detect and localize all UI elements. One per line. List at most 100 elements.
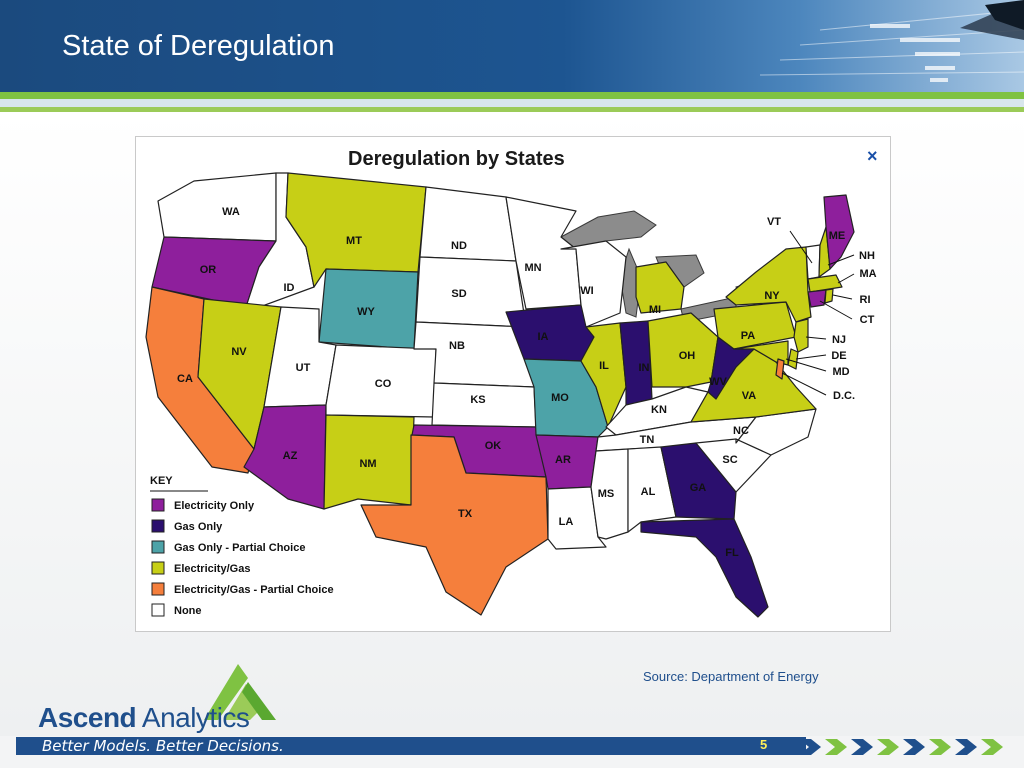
state-label: VA (742, 390, 757, 402)
state-label: AR (555, 454, 571, 466)
state-label: IA (538, 331, 549, 343)
state-ma[interactable] (807, 274, 843, 293)
header-accent-band (0, 92, 1024, 99)
state-label: VT (767, 216, 781, 228)
state-label: CA (177, 373, 193, 385)
legend-item-elec: Electricity Only (151, 498, 255, 512)
state-label: FL (725, 547, 739, 559)
deregulation-map-figure: Deregulation by States × (135, 136, 891, 632)
legend-item-none: None (151, 603, 202, 617)
legend-label: Electricity Only (174, 500, 255, 512)
state-label: MI (649, 304, 661, 316)
state-label: KS (470, 394, 485, 406)
legend-item-gaspc: Gas Only - Partial Choice (151, 540, 305, 554)
state-label: MO (551, 392, 569, 404)
state-label: ND (451, 240, 467, 252)
legend-swatch (151, 561, 165, 575)
state-label: CT (860, 314, 875, 326)
chevron-icon (903, 739, 925, 755)
header-accent-band-lower (0, 107, 1024, 112)
state-label: SD (451, 288, 466, 300)
state-tx[interactable] (360, 434, 549, 616)
state-label: MS (598, 488, 615, 500)
legend-item-elecgaspc: Electricity/Gas - Partial Choice (151, 582, 334, 596)
state-nj[interactable] (793, 318, 809, 353)
state-fl[interactable] (640, 518, 769, 618)
state-label: TX (458, 508, 473, 520)
state-dc[interactable] (775, 358, 785, 380)
state-label: NH (859, 250, 875, 262)
state-label: OH (679, 350, 696, 362)
state-vt[interactable] (805, 244, 821, 280)
state-label: MN (524, 262, 541, 274)
us-deregulation-map: Deregulation by States × (145, 146, 878, 618)
chevron-icon (929, 739, 951, 755)
brand-tagline: Better Models. Better Decisions. (42, 737, 284, 755)
state-label: CO (375, 378, 392, 390)
state-wa[interactable] (157, 172, 277, 242)
legend-swatch (151, 582, 165, 596)
state-label: NV (231, 346, 247, 358)
legend-item-elecgas: Electricity/Gas (151, 561, 250, 575)
state-label: UT (296, 362, 311, 374)
state-label: DE (831, 350, 846, 362)
legend-swatch (151, 540, 165, 554)
state-label-layer: WA OR CA ID NV MT WY UT AZ CO NM ND SD N… (177, 206, 877, 559)
header-decoration (759, 0, 1024, 82)
state-label: IL (599, 360, 609, 372)
state-label: WA (222, 206, 240, 218)
legend-label: None (174, 605, 202, 617)
state-label: AL (641, 486, 656, 498)
map-legend: KEY Electricity Only Gas Only Gas Only - P… (150, 475, 334, 617)
legend-swatch (151, 519, 165, 533)
state-label: LA (559, 516, 574, 528)
state-label: RI (860, 294, 871, 306)
ascend-logo-mark (204, 664, 276, 720)
state-label: NC (733, 425, 749, 437)
state-label: D.C. (833, 390, 855, 402)
state-label: KN (651, 404, 667, 416)
state-label: MD (832, 366, 849, 378)
chevron-icon (981, 739, 1003, 755)
label-leader-lines (781, 230, 855, 396)
state-ct[interactable] (807, 289, 827, 308)
state-label: MA (859, 268, 876, 280)
state-mi[interactable] (635, 261, 685, 314)
state-ga[interactable] (660, 442, 737, 520)
footer-bar (16, 737, 806, 755)
state-al[interactable] (627, 446, 677, 533)
legend-label: Gas Only - Partial Choice (174, 542, 305, 554)
state-ny[interactable] (725, 246, 812, 323)
state-label: SC (722, 454, 737, 466)
state-label: AZ (283, 450, 298, 462)
chevron-icon (799, 739, 821, 755)
state-label: OR (200, 264, 217, 276)
state-label: NB (449, 340, 465, 352)
chevron-icon (851, 739, 873, 755)
slide-title: State of Deregulation (62, 30, 335, 62)
state-me[interactable] (823, 194, 855, 270)
state-label: ME (829, 230, 846, 242)
state-nd[interactable] (419, 186, 517, 262)
state-label: NY (764, 290, 780, 302)
state-nm[interactable] (323, 414, 415, 510)
state-label: IN (639, 362, 650, 374)
map-title: Deregulation by States (348, 148, 565, 170)
state-label: WY (357, 306, 375, 318)
state-label: ID (284, 282, 295, 294)
legend-label: Electricity/Gas - Partial Choice (174, 584, 334, 596)
header-divider (0, 99, 1024, 107)
legend-item-gas: Gas Only (151, 519, 223, 533)
state-label: NM (359, 458, 376, 470)
source-citation: Source: Department of Energy (643, 669, 819, 684)
logo-name-bold: Ascend (38, 702, 137, 733)
legend-swatch (151, 603, 165, 617)
chevron-icon (877, 739, 899, 755)
legend-label: Electricity/Gas (174, 563, 250, 575)
close-icon[interactable]: × (867, 146, 878, 166)
legend-swatch (151, 498, 165, 512)
state-label: TN (640, 434, 655, 446)
state-ri[interactable] (824, 288, 834, 304)
state-wi[interactable] (560, 240, 627, 328)
chevron-icon (825, 739, 847, 755)
